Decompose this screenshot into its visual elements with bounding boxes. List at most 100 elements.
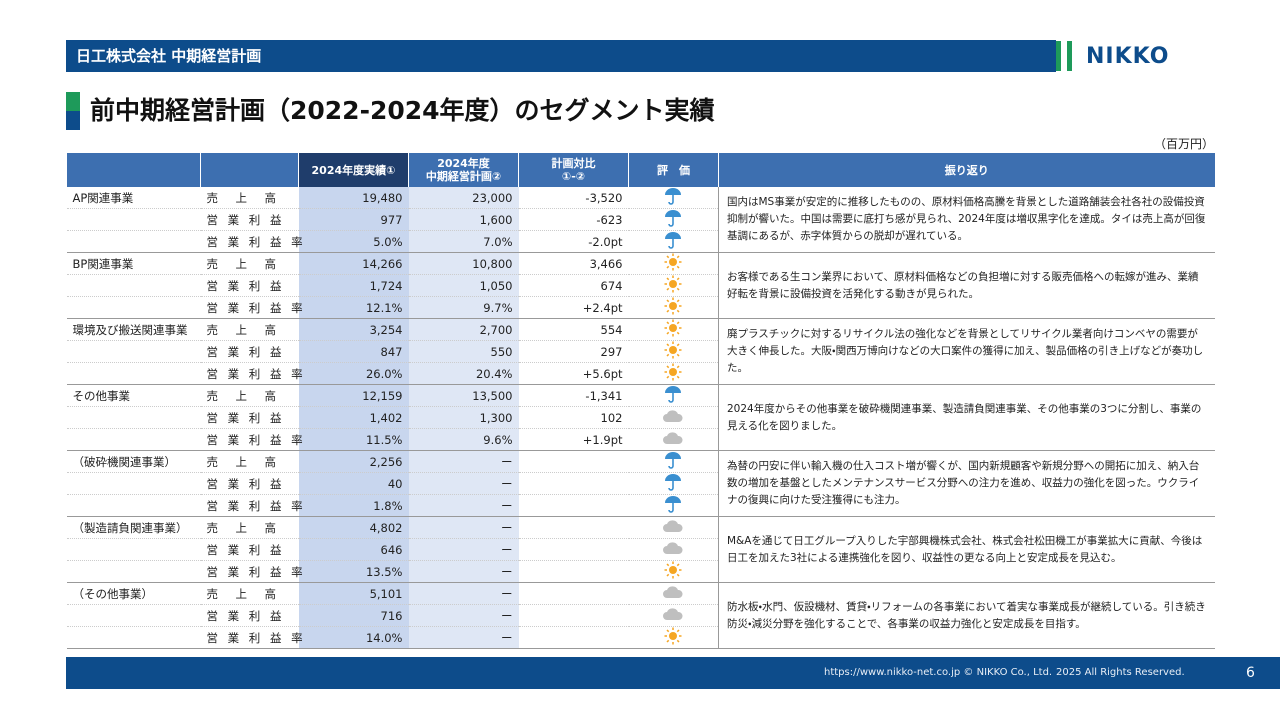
footer-bar xyxy=(66,657,1280,689)
difference: +5.6pt xyxy=(518,362,629,385)
icon-part xyxy=(665,474,682,481)
plan: 13,500 xyxy=(408,384,519,407)
page-number: 6 xyxy=(1246,665,1255,681)
table-row: （その他事業）売 上 高 5,101 ー防水板・水門、仮設機材、賃貸・リフォームの各… xyxy=(66,582,1215,649)
actual: 13.5% xyxy=(298,560,409,583)
icon-part xyxy=(663,542,683,554)
column-header: 2024年度実績① xyxy=(298,153,409,187)
icon-part xyxy=(665,210,682,217)
rating-icon xyxy=(628,384,719,407)
rating-icon xyxy=(628,582,719,605)
icon-part xyxy=(665,496,682,513)
metric: 営 業 利 益 率 xyxy=(200,428,303,451)
icon-part xyxy=(663,520,683,532)
table-row: 営 業 利 益 率 13.5% ー xyxy=(66,560,1215,583)
column-header: 計画対比 ①-② xyxy=(518,153,629,187)
plan: 1,300 xyxy=(408,406,519,429)
segment-table: 2024年度実績① 2024年度 中期経営計画② 計画対比 ①-② 評 価振り返り AP関… xyxy=(66,153,1215,649)
icon-part xyxy=(664,561,682,579)
rating-icon xyxy=(628,494,719,517)
icon-part xyxy=(665,474,682,491)
difference xyxy=(518,626,629,649)
actual: 14,266 xyxy=(298,252,409,275)
metric: 営 業 利 益 率 xyxy=(200,296,303,319)
table-body: AP関連事業売 上 高 19,480 23,000 -3,520 国内はMS事業が安定的… xyxy=(66,187,1215,649)
metric: 営 業 利 益 xyxy=(200,340,299,363)
icon-part xyxy=(668,195,675,205)
icon-part xyxy=(665,188,682,205)
difference xyxy=(518,604,629,627)
segment-name: その他事業 xyxy=(66,384,201,407)
actual: 1,402 xyxy=(298,406,409,429)
table-row: 営 業 利 益 率 14.0% ー xyxy=(66,626,1215,649)
icon-part xyxy=(666,331,670,335)
plan: 23,000 xyxy=(408,187,519,209)
rating-icon xyxy=(628,318,719,341)
header-line: 評 価 xyxy=(657,163,690,177)
icon-part xyxy=(668,393,675,403)
table-row: 営 業 利 益 977 1,600 -623 xyxy=(66,208,1215,231)
icon-part xyxy=(665,232,682,239)
icon-part xyxy=(664,627,682,645)
actual: 1,724 xyxy=(298,274,409,297)
segment-name: 環境及び搬送関連事業 xyxy=(66,318,201,341)
metric: 営 業 利 益 率 xyxy=(200,626,303,649)
segment-name: （破砕機関連事業） xyxy=(66,450,201,473)
plan: 9.7% xyxy=(408,296,519,319)
icon-part xyxy=(677,639,680,643)
rating-icon xyxy=(628,187,719,209)
comment: 防水板・水門、仮設機材、賃貸・リフォームの各事業において着実な事業成長が継続して… xyxy=(718,582,1215,649)
icon-part xyxy=(664,561,682,579)
actual: 5,101 xyxy=(298,582,409,605)
icon-part xyxy=(664,275,682,293)
plan: 1,600 xyxy=(408,208,519,231)
actual: 847 xyxy=(298,340,409,363)
actual: 26.0% xyxy=(298,362,409,385)
metric: 営 業 利 益 率 xyxy=(200,494,303,517)
rating-icon xyxy=(628,362,719,385)
icon-part xyxy=(665,386,682,393)
footer-rights: 2025 All Rights Reserved. xyxy=(1056,667,1185,678)
icon-part xyxy=(666,321,670,325)
segment-name: BP関連事業 xyxy=(66,252,201,275)
column-header xyxy=(66,153,201,187)
difference: +1.9pt xyxy=(518,428,629,451)
icon-part xyxy=(668,503,675,513)
segment-name xyxy=(66,274,201,297)
title-accent xyxy=(66,92,80,130)
rating-icon xyxy=(628,560,719,583)
icon-part xyxy=(668,239,675,249)
difference: 102 xyxy=(518,406,629,429)
rating-icon xyxy=(628,604,719,627)
segment-name xyxy=(66,230,201,253)
icon-part xyxy=(666,365,670,369)
table-row: 営 業 利 益 率 26.0% 20.4% +5.6pt xyxy=(66,362,1215,385)
icon-part xyxy=(666,265,670,269)
icon-part xyxy=(677,365,680,369)
table-row: 営 業 利 益 率 1.8% ー xyxy=(66,494,1215,517)
icon-part xyxy=(664,297,682,315)
difference xyxy=(518,538,629,561)
icon-part xyxy=(677,299,680,303)
rating-icon xyxy=(628,516,719,539)
icon-part xyxy=(664,341,682,359)
actual: 646 xyxy=(298,538,409,561)
difference xyxy=(518,582,629,605)
actual: 19,480 xyxy=(298,187,409,209)
icon-part xyxy=(669,632,678,640)
rating-icon xyxy=(628,208,719,231)
icon-part xyxy=(663,608,683,620)
icon-part xyxy=(677,309,680,313)
segment-name xyxy=(66,560,201,583)
comment: お客様である生コン業界において、原材料価格などの負担増に対する販売価格への転嫁が… xyxy=(718,252,1215,319)
table-row: （破砕機関連事業）売 上 高 2,256 ー為替の円安に伴い輸入機の仕入コスト増が響… xyxy=(66,450,1215,517)
rating-icon xyxy=(628,626,719,649)
comment: 為替の円安に伴い輸入機の仕入コスト増が響くが、国内新規顧客や新規分野への開拓に加… xyxy=(718,450,1215,517)
segment-name xyxy=(66,604,201,627)
difference xyxy=(518,450,629,473)
plan: ー xyxy=(408,450,519,473)
difference: 554 xyxy=(518,318,629,341)
segment-name xyxy=(66,296,201,319)
metric: 売 上 高 xyxy=(200,318,299,341)
icon-part xyxy=(666,309,670,313)
